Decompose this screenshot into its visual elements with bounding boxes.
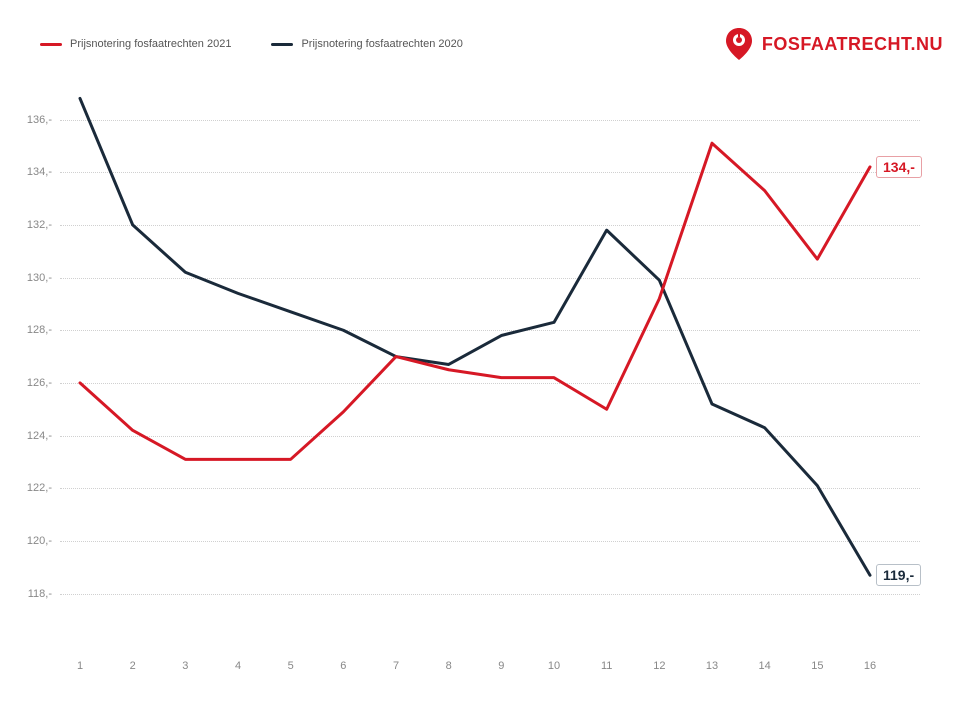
y-tick-label: 118,- [22,588,52,600]
brand-logo: FOSFAATRECHT.NU [726,28,943,60]
series-line-2020 [80,98,870,575]
x-tick-label: 7 [393,660,399,672]
x-tick-label: 12 [653,660,665,672]
plot-area: 118,-120,-122,-124,-126,-128,-130,-132,-… [60,70,920,650]
legend-item-2021: Prijsnotering fosfaatrechten 2021 [40,38,231,50]
x-tick-label: 11 [601,660,612,672]
legend-label-2021: Prijsnotering fosfaatrechten 2021 [70,38,231,50]
pin-icon [726,28,752,60]
y-tick-label: 132,- [22,219,52,231]
x-tick-label: 8 [446,660,452,672]
x-tick-label: 2 [130,660,136,672]
legend-swatch-2020 [271,43,293,46]
series-line-2021 [80,143,870,459]
y-tick-label: 120,- [22,535,52,547]
x-tick-label: 13 [706,660,718,672]
y-tick-label: 122,- [22,482,52,494]
legend-swatch-2021 [40,43,62,46]
x-tick-label: 1 [77,660,83,672]
end-label-2021: 134,- [876,156,922,178]
x-tick-label: 15 [811,660,823,672]
x-tick-label: 3 [182,660,188,672]
brand-text: FOSFAATRECHT.NU [762,34,943,55]
y-tick-label: 124,- [22,430,52,442]
x-tick-label: 9 [498,660,504,672]
chart-container: Prijsnotering fosfaatrechten 2021 Prijsn… [0,0,978,717]
y-tick-label: 126,- [22,377,52,389]
y-tick-label: 136,- [22,114,52,126]
y-tick-label: 134,- [22,166,52,178]
x-tick-label: 5 [288,660,294,672]
chart-lines [60,70,920,650]
legend: Prijsnotering fosfaatrechten 2021 Prijsn… [40,38,463,50]
x-tick-label: 6 [340,660,346,672]
y-tick-label: 128,- [22,324,52,336]
legend-item-2020: Prijsnotering fosfaatrechten 2020 [271,38,462,50]
x-tick-label: 10 [548,660,560,672]
legend-label-2020: Prijsnotering fosfaatrechten 2020 [301,38,462,50]
end-label-2020: 119,- [876,564,921,586]
x-tick-label: 14 [759,660,771,672]
x-tick-label: 16 [864,660,876,672]
x-tick-label: 4 [235,660,241,672]
y-tick-label: 130,- [22,272,52,284]
